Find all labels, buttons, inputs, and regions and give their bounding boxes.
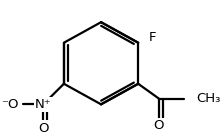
Text: O: O bbox=[154, 119, 164, 132]
Text: O: O bbox=[38, 122, 49, 135]
Text: ⁻O: ⁻O bbox=[1, 98, 19, 111]
Text: N⁺: N⁺ bbox=[35, 98, 52, 111]
Text: F: F bbox=[149, 31, 156, 44]
Text: CH₃: CH₃ bbox=[196, 92, 220, 105]
